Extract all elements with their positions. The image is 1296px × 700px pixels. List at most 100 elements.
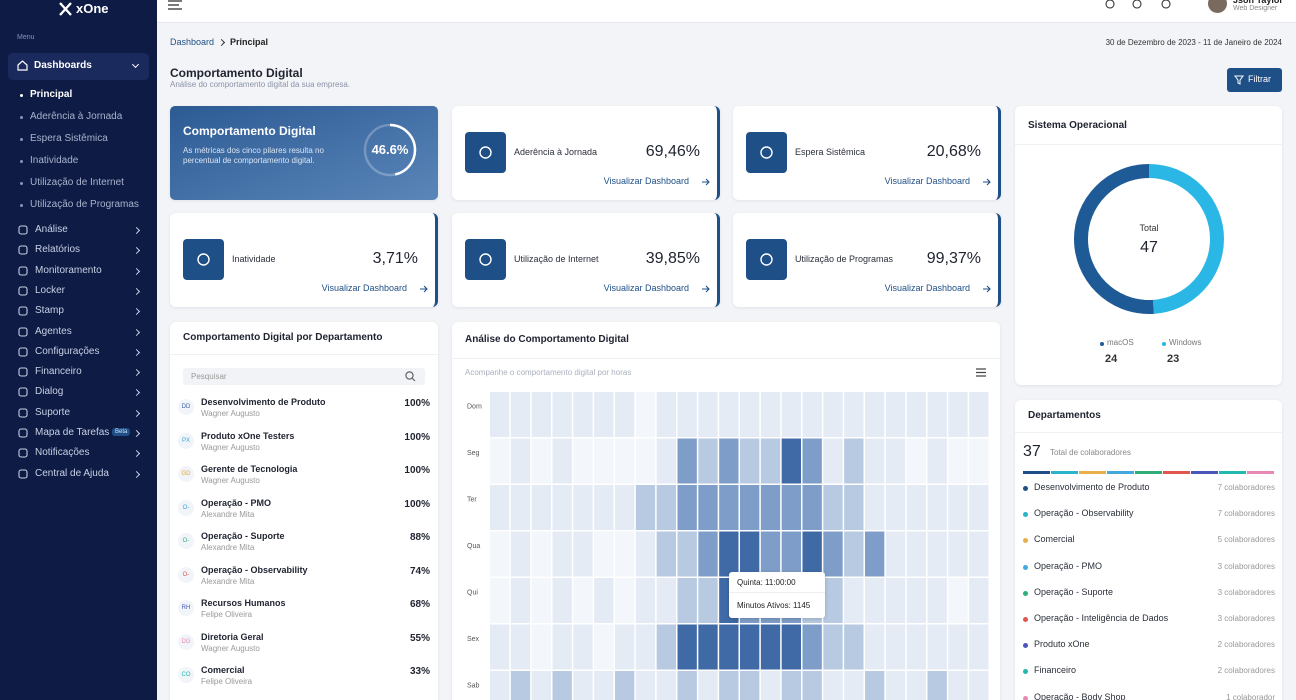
heatmap-cell xyxy=(865,531,885,577)
heatmap-cell xyxy=(927,531,947,577)
metric-icon xyxy=(746,239,787,280)
heatmap-cell xyxy=(865,485,885,530)
menu-icon xyxy=(18,428,28,438)
menu-item[interactable]: Suporte xyxy=(35,406,71,418)
hero-title: Comportamento Digital xyxy=(183,124,316,138)
ring-progress xyxy=(363,123,417,177)
metric-icon-shape xyxy=(760,253,773,266)
department-row-name: Operação - Suporte xyxy=(201,531,285,541)
heatmap-cell xyxy=(781,624,801,670)
menu-item[interactable]: Configurações xyxy=(35,345,100,357)
heatmap-cell xyxy=(760,438,781,484)
arrow-shape xyxy=(420,285,428,293)
heatmap-cell xyxy=(490,624,510,670)
chevron-right xyxy=(132,409,141,417)
heatmap-cell xyxy=(802,671,822,700)
metric-icon-glyph xyxy=(760,253,773,266)
menu-item[interactable]: Stamp xyxy=(35,305,64,317)
arrow-icon xyxy=(420,285,428,293)
heatmap-cell xyxy=(656,578,676,623)
heatmap-cell xyxy=(573,438,593,484)
department-row-percent: 68% xyxy=(409,599,430,610)
submenu-item[interactable]: Inatividade xyxy=(30,155,79,166)
department-bar-segment xyxy=(1191,471,1218,474)
heatmap-cell xyxy=(781,438,801,484)
department-count: 2 colaboradores xyxy=(1217,640,1275,650)
submenu-item[interactable]: Utilização de Programas xyxy=(30,199,139,210)
heatmap-cell xyxy=(740,392,760,437)
heatmap-cell xyxy=(698,438,718,484)
arrow-icon xyxy=(983,178,991,186)
metric-link[interactable]: Visualizar Dashboard xyxy=(884,176,970,186)
heatmap-cell xyxy=(969,624,989,670)
menu-item[interactable]: Análise xyxy=(35,224,68,235)
department-bar-segment xyxy=(1051,471,1078,474)
heatmap-cell xyxy=(865,392,885,437)
heatmap-day-label: Ter xyxy=(467,496,477,503)
metric-link[interactable]: Visualizar Dashboard xyxy=(884,283,970,293)
menu-icon xyxy=(18,408,28,418)
submenu-item[interactable]: Aderência à Jornada xyxy=(30,111,123,122)
menu-icon xyxy=(18,266,28,276)
topbar-icon-shape xyxy=(1105,0,1115,9)
heatmap-cell xyxy=(740,438,760,484)
metric-value: 39,85% xyxy=(645,250,700,267)
department-dot xyxy=(1023,643,1028,649)
tooltip-divider xyxy=(729,592,825,593)
submenu-item[interactable]: Principal xyxy=(30,89,73,100)
heatmap-cell xyxy=(948,485,968,530)
heatmap-cell xyxy=(823,671,843,700)
menu-item[interactable]: Mapa de Tarefas xyxy=(35,427,110,438)
legend-value: 24 xyxy=(1105,353,1118,365)
department-behavior-card: Comportamento Digital por Departamento Pe… xyxy=(170,322,438,700)
metric-link[interactable]: Visualizar Dashboard xyxy=(603,176,689,186)
heatmap-cell xyxy=(573,392,593,437)
filter-shape xyxy=(1234,75,1244,85)
menu-item[interactable]: Monitoramento xyxy=(35,264,102,276)
metric-link[interactable]: Visualizar Dashboard xyxy=(321,283,407,293)
menu-item[interactable]: Dialog xyxy=(35,386,64,398)
menu-item[interactable]: Relatórios xyxy=(35,244,81,256)
search-input[interactable]: Pesquisar xyxy=(183,368,425,385)
menu-item[interactable]: Central de Ajuda xyxy=(35,467,109,479)
submenu-bullet xyxy=(20,138,23,141)
department-row-percent: 88% xyxy=(409,532,430,543)
filter-button[interactable]: Filtrar xyxy=(1227,68,1282,92)
heatmap-cell xyxy=(865,438,885,484)
heatmap-cell xyxy=(823,624,843,670)
heatmap-cell xyxy=(844,392,864,437)
department-row-percent: 74% xyxy=(409,565,430,577)
department-dot xyxy=(1023,617,1028,622)
department-count: 3 colaboradores xyxy=(1217,587,1275,597)
heatmap-cell xyxy=(510,531,531,577)
chevron-right xyxy=(132,450,141,458)
metric-icon-shape xyxy=(760,146,773,159)
heatmap-cell xyxy=(948,671,968,700)
menu-item[interactable]: Financeiro xyxy=(35,366,82,378)
heatmap-cell xyxy=(531,485,551,530)
heatmap-cell xyxy=(969,392,989,437)
submenu-item[interactable]: Espera Sistêmica xyxy=(30,133,108,144)
department-avatar: DG xyxy=(178,633,194,650)
submenu-bullet xyxy=(20,94,23,97)
submenu-item[interactable]: Utilização de Internet xyxy=(30,177,124,188)
menu-item[interactable]: Locker xyxy=(35,284,66,296)
heatmap-cell xyxy=(969,438,989,484)
heatmap-day-label: Dom xyxy=(467,403,482,410)
menu-item[interactable]: Agentes xyxy=(35,325,72,337)
search-handle xyxy=(411,377,416,382)
menu-icon-shape xyxy=(18,387,28,397)
heatmap-cell xyxy=(677,578,697,623)
metric-link[interactable]: Visualizar Dashboard xyxy=(603,283,689,293)
heatmap-cell xyxy=(781,392,801,437)
heatmap-cell xyxy=(885,671,906,700)
heatmap-cell xyxy=(719,531,739,577)
logo-mark xyxy=(59,2,72,16)
department-dot xyxy=(1023,669,1028,675)
menu-icon xyxy=(18,448,28,458)
menu-item[interactable]: Dashboards xyxy=(34,60,92,71)
os-card: Sistema Operacional Total 47 macOS 24 Windows… xyxy=(1015,106,1282,385)
menu-item[interactable]: Notificações xyxy=(35,447,90,459)
heatmap-cell xyxy=(885,531,906,577)
breadcrumb-link[interactable]: Dashboard xyxy=(170,37,215,47)
